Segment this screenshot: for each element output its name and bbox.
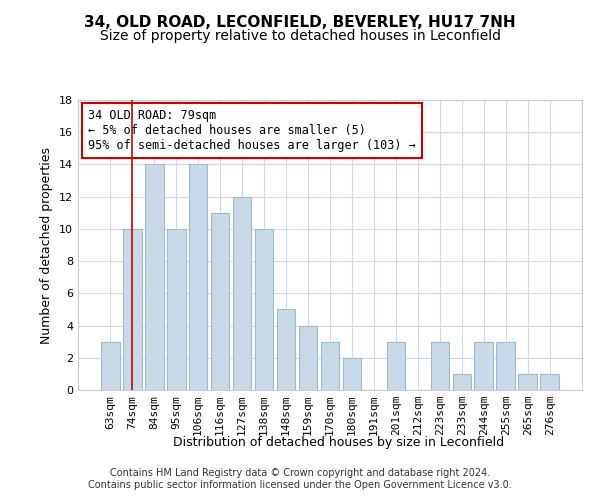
Bar: [277, 310, 295, 390]
Text: 34, OLD ROAD, LECONFIELD, BEVERLEY, HU17 7NH: 34, OLD ROAD, LECONFIELD, BEVERLEY, HU17…: [84, 15, 516, 30]
Bar: [541, 374, 559, 390]
Bar: [343, 358, 361, 390]
Bar: [475, 342, 493, 390]
Y-axis label: Number of detached properties: Number of detached properties: [40, 146, 53, 344]
Bar: [299, 326, 317, 390]
Bar: [496, 342, 515, 390]
Text: Distribution of detached houses by size in Leconfield: Distribution of detached houses by size …: [173, 436, 505, 449]
Bar: [189, 164, 208, 390]
Bar: [518, 374, 537, 390]
Bar: [123, 229, 142, 390]
Text: Size of property relative to detached houses in Leconfield: Size of property relative to detached ho…: [100, 29, 500, 43]
Bar: [452, 374, 471, 390]
Bar: [211, 213, 229, 390]
Bar: [101, 342, 119, 390]
Bar: [233, 196, 251, 390]
Bar: [320, 342, 340, 390]
Bar: [386, 342, 405, 390]
Text: 34 OLD ROAD: 79sqm
← 5% of detached houses are smaller (5)
95% of semi-detached : 34 OLD ROAD: 79sqm ← 5% of detached hous…: [88, 108, 416, 152]
Bar: [431, 342, 449, 390]
Bar: [145, 164, 164, 390]
Bar: [255, 229, 274, 390]
Bar: [167, 229, 185, 390]
Text: Contains HM Land Registry data © Crown copyright and database right 2024.
Contai: Contains HM Land Registry data © Crown c…: [88, 468, 512, 490]
